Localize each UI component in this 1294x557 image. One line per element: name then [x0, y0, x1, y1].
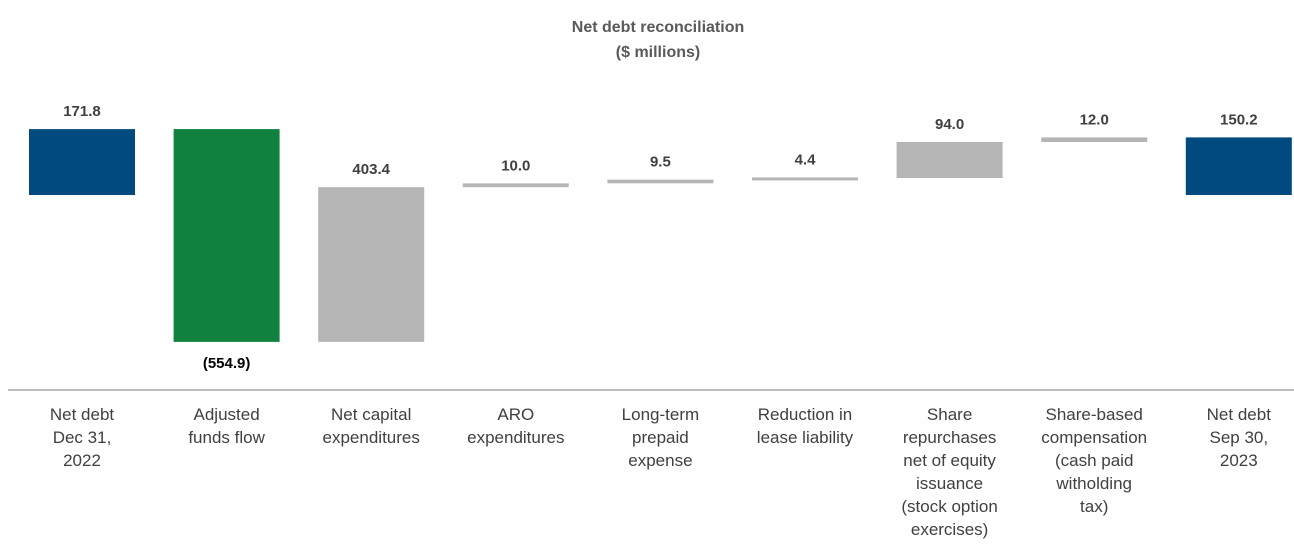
- data-label-4: 9.5: [650, 154, 671, 171]
- bar-8: [1185, 137, 1292, 195]
- category-labels-group: Net debt Dec 31, 2022 Adjusted funds flow Net…: [50, 405, 1271, 539]
- category-label-4: Long-term prepaid expense: [622, 405, 699, 470]
- bar-5: [752, 177, 858, 181]
- category-label-1: Adjusted funds flow: [188, 405, 265, 447]
- bar-1: [173, 129, 280, 342]
- data-label-0: 171.8: [63, 103, 101, 120]
- data-labels-group: 171.8 (554.9) 403.4 10.0 9.5 4.4 94.0 12.0 150.2: [63, 103, 1257, 372]
- category-label-0: Net debt Dec 31, 2022: [50, 405, 115, 470]
- chart-subtitle: ($ millions): [616, 44, 700, 61]
- bar-4: [607, 179, 714, 184]
- data-label-3: 10.0: [501, 157, 530, 174]
- category-label-6: Share repurchases net of equity issuance (st…: [901, 405, 997, 539]
- data-label-1: (554.9): [203, 355, 251, 372]
- data-label-5: 4.4: [795, 151, 817, 168]
- bar-3: [462, 183, 569, 188]
- category-label-7: Share-based compensation (cash paid withold…: [1041, 405, 1147, 516]
- data-label-6: 94.0: [935, 116, 964, 133]
- bar-2: [318, 187, 425, 342]
- category-label-8: Net debt Sep 30, 2023: [1207, 405, 1272, 470]
- chart-title: Net debt reconciliation: [572, 19, 744, 36]
- data-label-8: 150.2: [1220, 111, 1258, 128]
- category-label-2: Net capital expenditures: [323, 405, 420, 447]
- data-label-7: 12.0: [1080, 111, 1109, 128]
- bar-0: [29, 129, 135, 195]
- category-label-3: ARO expenditures: [467, 405, 564, 447]
- data-label-2: 403.4: [352, 161, 390, 178]
- bar-6: [896, 142, 1003, 178]
- bar-7: [1041, 137, 1148, 142]
- category-label-5: Reduction in lease liability: [757, 405, 854, 447]
- bars-group: [29, 129, 1292, 342]
